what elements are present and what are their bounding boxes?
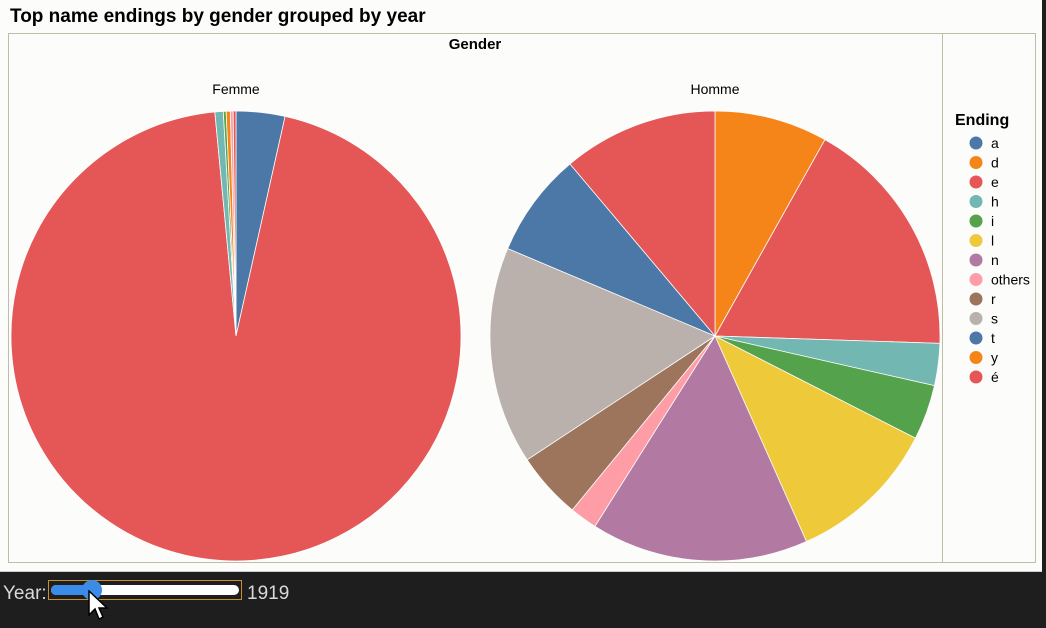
pie-label-femme: Femme [212,81,260,97]
legend-label-a: a [991,135,999,151]
legend-swatch-i [969,214,983,228]
pie-slice-femme-é [232,110,237,337]
legend-label-r: r [991,291,996,307]
legend-label-n: n [991,252,999,268]
legend-title: Ending [955,112,1009,129]
legend-label-l: l [991,233,994,249]
legend-swatch-a [969,136,983,150]
pie-slice-homme-d [714,110,826,338]
pie-slice-homme-e [714,139,941,344]
mouse-cursor-icon [88,590,109,621]
year-value: 1919 [247,583,290,604]
legend-label-t: t [991,330,995,346]
year-controls: Year: 1919 [0,578,1046,610]
chart-title: Top name endings by gender grouped by ye… [10,6,426,27]
legend-swatch-others [969,273,983,286]
legend-swatch-n [969,253,983,267]
pie-slice-homme-t [507,163,716,337]
year-slider[interactable] [48,580,242,600]
legend-swatch-t [969,331,983,345]
legend-swatch-r [969,292,983,306]
legend-label-s: s [991,311,998,327]
legend-swatch-e [969,175,983,189]
legend-swatch-h [969,195,983,208]
legend-swatch-l [969,234,983,247]
pie-slice-femme-e [10,111,462,562]
pie-label-homme: Homme [690,81,739,97]
chart-frame: Top name endings by gender grouped by ye… [0,0,1042,572]
pie-slice-homme-l [714,335,917,543]
year-label: Year: [3,583,47,604]
year-slider-fill [51,585,93,595]
legend-label-h: h [991,194,999,210]
year-slider-track[interactable] [51,580,239,600]
legend-swatch-é [969,370,983,384]
pie-slice-homme-é [569,110,716,338]
legend-label-d: d [991,155,999,171]
legend-label-i: i [991,213,994,229]
legend-label-y: y [991,350,998,366]
year-slider-thumb[interactable] [82,580,103,600]
legend-label-others: others [991,272,1030,288]
facet-header: Gender [449,36,502,53]
legend-swatch-d [969,156,983,169]
legend-swatch-y [969,351,983,364]
legend-label-é: é [991,369,999,385]
facet-frame [8,33,1036,563]
legend-label-e: e [991,174,999,190]
pie-slice-homme-s [489,248,716,461]
legend-swatch-s [969,312,983,325]
pie-slice-homme-n [594,335,808,562]
